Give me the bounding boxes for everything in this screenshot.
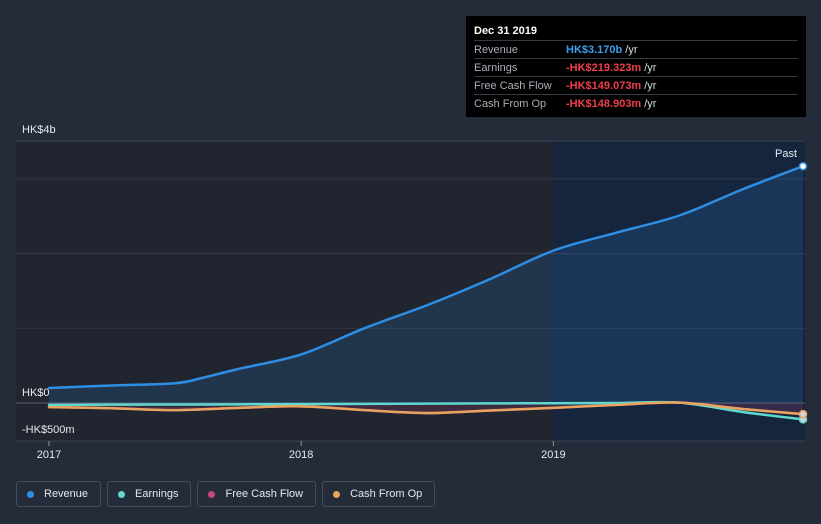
legend-label: Revenue xyxy=(44,488,89,500)
legend-label: Free Cash Flow xyxy=(225,488,304,500)
y-axis-zero-label: HK$0 xyxy=(22,387,50,399)
data-tooltip: Dec 31 2019 Revenue HK$3.170b /yr Earnin… xyxy=(466,16,806,117)
y-axis-top-label: HK$4b xyxy=(22,124,56,136)
legend-label: Earnings xyxy=(135,488,179,500)
tooltip-label: Revenue xyxy=(474,43,519,56)
x-tick-label: 2019 xyxy=(541,449,565,461)
tooltip-unit: /yr xyxy=(644,97,657,110)
tooltip-value: -HK$148.903m xyxy=(566,97,642,110)
tooltip-value: HK$3.170b xyxy=(566,43,623,56)
legend-label: Cash From Op xyxy=(350,488,423,500)
series-end-point xyxy=(798,409,808,419)
tooltip-unit: /yr xyxy=(644,79,657,92)
x-tick-label: 2017 xyxy=(37,449,61,461)
past-label: Past xyxy=(775,148,797,160)
legend-dot-icon xyxy=(118,490,126,498)
series-line-cash-from-op xyxy=(47,401,805,416)
x-tick-label: 2018 xyxy=(289,449,313,461)
legend-dot-icon xyxy=(208,490,216,498)
tooltip-row-earnings: Earnings -HK$219.323m /yr xyxy=(474,58,798,76)
tooltip-unit: /yr xyxy=(644,61,657,74)
legend-item-revenue[interactable]: Revenue xyxy=(16,481,102,507)
tooltip-value: -HK$149.073m xyxy=(566,79,642,92)
tooltip-row-free-cash-flow: Free Cash Flow -HK$149.073m /yr xyxy=(474,76,798,94)
tooltip-date: Dec 31 2019 xyxy=(474,25,537,37)
y-axis-bottom-label: -HK$500m xyxy=(22,424,75,436)
chart-legend: Revenue Earnings Free Cash Flow Cash Fro… xyxy=(16,481,436,507)
tooltip-label: Cash From Op xyxy=(474,97,547,110)
gridlines xyxy=(16,140,805,442)
legend-item-cash-from-op[interactable]: Cash From Op xyxy=(322,481,436,507)
tooltip-row-revenue: Revenue HK$3.170b /yr xyxy=(474,40,798,58)
chart-canvas: 2017 2018 2019 HK$4b HK$0 -HK$500m Past xyxy=(16,124,808,461)
legend-dot-icon xyxy=(333,490,341,498)
series-lines xyxy=(47,161,808,424)
tooltip-value: -HK$219.323m xyxy=(566,61,642,74)
x-axis: 2017 2018 2019 xyxy=(37,441,566,461)
tooltip-unit: /yr xyxy=(625,43,638,56)
revenue-area-fill xyxy=(49,166,803,403)
series-end-point xyxy=(798,161,808,171)
tooltip-label: Free Cash Flow xyxy=(474,79,552,92)
tooltip-row-cash-from-op: Cash From Op -HK$148.903m /yr xyxy=(474,94,798,112)
legend-dot-icon xyxy=(27,490,34,498)
legend-item-free-cash-flow[interactable]: Free Cash Flow xyxy=(197,481,317,507)
past-highlight-region xyxy=(553,141,805,441)
legend-item-earnings[interactable]: Earnings xyxy=(107,481,192,507)
tooltip-label: Earnings xyxy=(474,61,518,74)
series-line-revenue xyxy=(47,164,805,390)
